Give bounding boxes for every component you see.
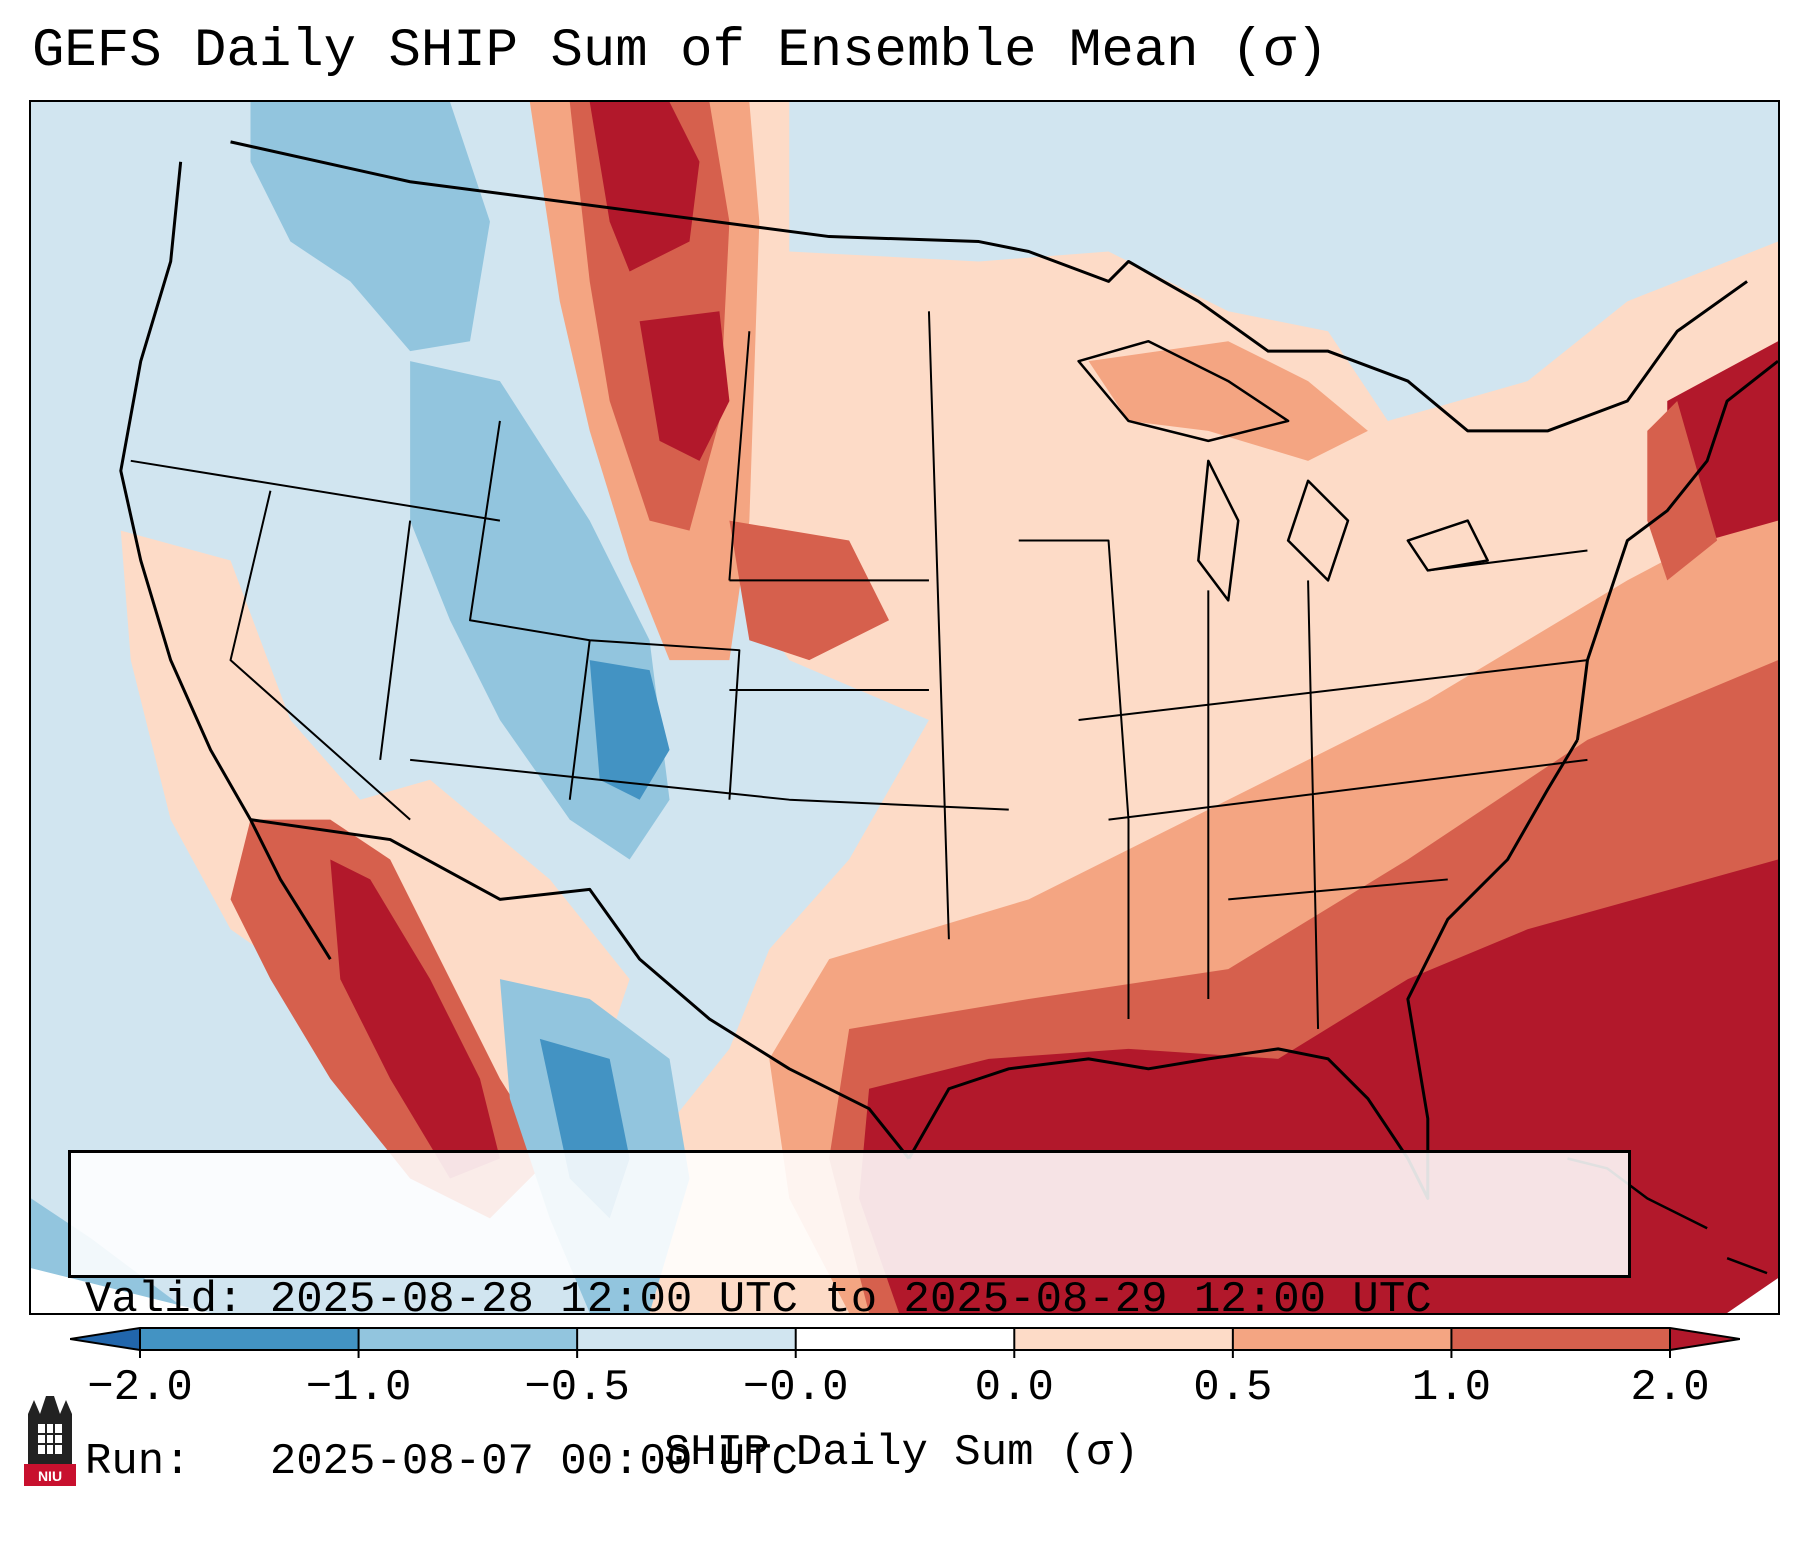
run-row: Run: 2025-08-07 00:00 UTC: [85, 1435, 1614, 1489]
northern-rockies-very-strong: [589, 102, 700, 272]
west-coast: [119, 161, 332, 960]
us-mexico-border: [250, 818, 911, 1160]
map-canvas: [31, 102, 1778, 1313]
logo-banner: [24, 1464, 76, 1486]
colorbar-label: SHIP Daily Sum (σ): [663, 1428, 1140, 1478]
great-lakes-outline: [1077, 339, 1489, 602]
northwest-moderate-negative: [250, 102, 490, 352]
run-label: Run:: [85, 1437, 191, 1487]
colorbar-extend-low: [70, 1328, 140, 1350]
map-title: GEFS Daily SHIP Sum of Ensemble Mean (σ): [32, 21, 1329, 82]
colorbar-bin: [358, 1328, 578, 1350]
canada-us-border: [230, 140, 1748, 433]
map-panel[interactable]: [29, 100, 1780, 1315]
logo-window-bars: [38, 1424, 62, 1454]
niu-logo-icon: NIU: [24, 1396, 76, 1486]
colorbar-extend-high: [1670, 1328, 1740, 1350]
valid-label: Valid:: [85, 1275, 244, 1325]
colorbar-bin: [1451, 1328, 1671, 1350]
montana-very-strong: [639, 311, 730, 461]
east-coast: [1575, 359, 1778, 741]
colorbar-tick-label: 1.0: [1411, 1363, 1492, 1413]
colorbar-bin: [577, 1328, 797, 1350]
colorbar-tick-label: −0.5: [524, 1363, 630, 1413]
positive-anomaly-regions: [120, 102, 1778, 1313]
state-lines: [130, 311, 1588, 1029]
colorbar-tick-label: 0.0: [974, 1363, 1054, 1413]
logo-window-grid: [38, 1424, 62, 1454]
colorbar-tick-label: −0.0: [742, 1363, 849, 1413]
utah-colorado-strong-negative: [589, 660, 670, 800]
logo-text: NIU: [38, 1468, 62, 1484]
colorbar-tick-label: 0.5: [1193, 1363, 1273, 1413]
colorbar-bin: [1014, 1328, 1234, 1350]
valid-row: Valid: 2025-08-28 12:00 UTC to 2025-08-2…: [85, 1273, 1614, 1327]
baja-very-strong: [330, 859, 500, 1179]
colorbar-bin: [1232, 1328, 1452, 1350]
valid-value: 2025-08-28 12:00 UTC to 2025-08-29 12:00…: [269, 1275, 1432, 1325]
kansas-strong: [729, 520, 890, 661]
great-lakes-moderate: [1088, 341, 1368, 461]
gulf-coast: [907, 739, 1579, 1200]
colorbar: [70, 1327, 1740, 1358]
colorbar-bin: [795, 1328, 1015, 1350]
colorbar-tick-label: 2.0: [1630, 1363, 1710, 1413]
valid-run-info-box: Valid: 2025-08-28 12:00 UTC to 2025-08-2…: [68, 1150, 1631, 1487]
colorbar-tick-label: −1.0: [305, 1363, 412, 1413]
run-value: 2025-08-07 00:00 UTC: [269, 1437, 798, 1487]
colorbar-tick-label: −2.0: [87, 1363, 193, 1413]
colorbar-bin: [140, 1328, 360, 1350]
